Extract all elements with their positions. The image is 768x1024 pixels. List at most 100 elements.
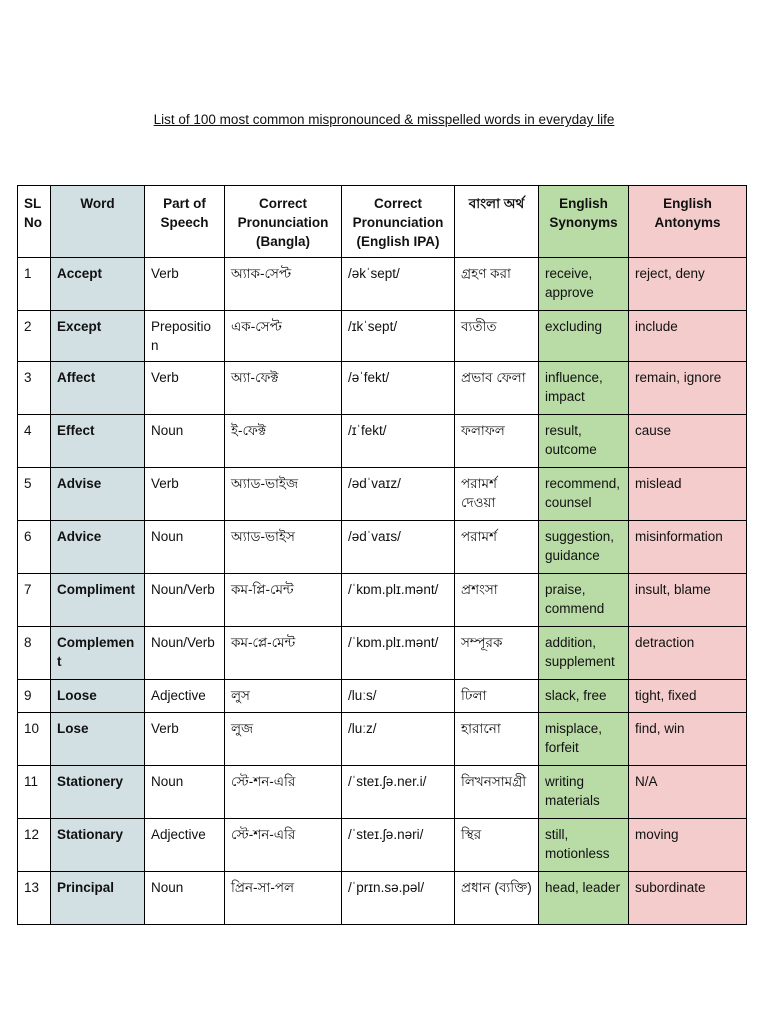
cell-word: Loose — [50, 679, 145, 713]
cell-word: Principal — [50, 871, 145, 925]
cell-pronunciation-bangla: লুজ — [224, 712, 342, 766]
cell-synonyms: misplace, forfeit — [538, 712, 629, 766]
cell-antonyms: cause — [628, 414, 747, 468]
cell-part-of-speech: Adjective — [144, 818, 225, 872]
table-header-row: SL No Word Part of Speech Correct Pronun… — [17, 185, 747, 258]
cell-word: Effect — [50, 414, 145, 468]
cell-word: Advice — [50, 520, 145, 574]
cell-synonyms: recommend, counsel — [538, 467, 629, 521]
cell-sl-no: 13 — [17, 871, 51, 925]
cell-part-of-speech: Noun — [144, 871, 225, 925]
cell-pronunciation-bangla: অ্যাড-ভাইজ — [224, 467, 342, 521]
cell-antonyms: include — [628, 310, 747, 362]
cell-pronunciation-ipa: /ˈkɒm.plɪ.mənt/ — [341, 573, 455, 627]
cell-part-of-speech: Verb — [144, 467, 225, 521]
cell-word: Stationary — [50, 818, 145, 872]
cell-part-of-speech: Noun — [144, 765, 225, 819]
table-row: 4 Effect Noun ই-ফেক্ট/ɪˈfekt/ফলাফল result, o… — [17, 414, 747, 468]
cell-word: Accept — [50, 257, 145, 311]
cell-sl-no: 10 — [17, 712, 51, 766]
cell-word: Except — [50, 310, 145, 362]
table-row: 11 Stationery Noun স্টে-শন-এরি/ˈsteɪ.ʃə.ner… — [17, 765, 747, 819]
cell-word: Advise — [50, 467, 145, 521]
cell-part-of-speech: Verb — [144, 361, 225, 415]
cell-sl-no: 1 — [17, 257, 51, 311]
cell-synonyms: result, outcome — [538, 414, 629, 468]
cell-word: Affect — [50, 361, 145, 415]
cell-pronunciation-ipa: /ˈprɪn.sə.pəl/ — [341, 871, 455, 925]
cell-bangla-meaning: ব্যতীত — [454, 310, 539, 362]
cell-bangla-meaning: পরামর্শ — [454, 520, 539, 574]
table-row: 2 Except Preposition এক-সেপ্ট/ɪkˈsept/ব্যতী… — [17, 310, 747, 362]
cell-bangla-meaning: হারানো — [454, 712, 539, 766]
cell-bangla-meaning: প্রশংসা — [454, 573, 539, 627]
cell-part-of-speech: Verb — [144, 712, 225, 766]
cell-synonyms: slack, free — [538, 679, 629, 713]
cell-synonyms: receive, approve — [538, 257, 629, 311]
cell-pronunciation-ipa: /əˈfekt/ — [341, 361, 455, 415]
header-pronunciation-bangla: Correct Pronunciation (Bangla) — [224, 185, 342, 258]
cell-pronunciation-bangla: অ্যাড-ভাইস — [224, 520, 342, 574]
cell-antonyms: misinformation — [628, 520, 747, 574]
cell-synonyms: influence, impact — [538, 361, 629, 415]
cell-bangla-meaning: স্থির — [454, 818, 539, 872]
cell-pronunciation-ipa: /ˈkɒm.plɪ.mənt/ — [341, 626, 455, 680]
cell-bangla-meaning: ফলাফল — [454, 414, 539, 468]
cell-pronunciation-bangla: কম-প্লি-মেন্ট — [224, 573, 342, 627]
cell-pronunciation-ipa: /ədˈvaɪz/ — [341, 467, 455, 521]
table-row: 5 Advise Verb অ্যাড-ভাইজ/ədˈvaɪz/পরামর্শ দে… — [17, 467, 747, 521]
cell-sl-no: 2 — [17, 310, 51, 362]
cell-pronunciation-bangla: অ্যা-ফেক্ট — [224, 361, 342, 415]
cell-pronunciation-bangla: কম-প্লে-মেন্ট — [224, 626, 342, 680]
table-row: 7 Compliment Noun/Verb কম-প্লি-মেন্ট/ˈkɒm.p… — [17, 573, 747, 627]
header-word: Word — [50, 185, 145, 258]
cell-pronunciation-ipa: /ˈsteɪ.ʃə.ner.i/ — [341, 765, 455, 819]
header-sl-no: SL No — [17, 185, 51, 258]
cell-pronunciation-bangla: প্রিন-সা-পল — [224, 871, 342, 925]
cell-synonyms: addition, supplement — [538, 626, 629, 680]
cell-antonyms: detraction — [628, 626, 747, 680]
cell-synonyms: praise, commend — [538, 573, 629, 627]
cell-antonyms: find, win — [628, 712, 747, 766]
cell-sl-no: 11 — [17, 765, 51, 819]
table-row: 3 Affect Verb অ্যা-ফেক্ট/əˈfekt/প্রভাব ফেলা… — [17, 361, 747, 415]
table-row: 6 Advice Noun অ্যাড-ভাইস/ədˈvaɪs/পরামর্শ sug… — [17, 520, 747, 574]
cell-sl-no: 4 — [17, 414, 51, 468]
cell-sl-no: 6 — [17, 520, 51, 574]
cell-part-of-speech: Noun/Verb — [144, 626, 225, 680]
cell-part-of-speech: Noun — [144, 520, 225, 574]
cell-bangla-meaning: গ্রহণ করা — [454, 257, 539, 311]
cell-word: Compliment — [50, 573, 145, 627]
cell-bangla-meaning: প্রভাব ফেলা — [454, 361, 539, 415]
cell-sl-no: 5 — [17, 467, 51, 521]
cell-pronunciation-ipa: /ˈsteɪ.ʃə.nəri/ — [341, 818, 455, 872]
table-row: 9 Loose Adjective লুস/luːs/ঢিলা slack, free t… — [17, 679, 747, 713]
cell-synonyms: excluding — [538, 310, 629, 362]
cell-bangla-meaning: লিখনসামগ্রী — [454, 765, 539, 819]
cell-antonyms: tight, fixed — [628, 679, 747, 713]
table-row: 10 Lose Verb লুজ/luːz/হারানো misplace, forfe… — [17, 712, 747, 766]
cell-antonyms: mislead — [628, 467, 747, 521]
cell-bangla-meaning: সম্পূরক — [454, 626, 539, 680]
document-title: List of 100 most common mispronounced & … — [153, 112, 615, 127]
cell-pronunciation-bangla: লুস — [224, 679, 342, 713]
cell-sl-no: 8 — [17, 626, 51, 680]
cell-pronunciation-ipa: /ədˈvaɪs/ — [341, 520, 455, 574]
cell-antonyms: remain, ignore — [628, 361, 747, 415]
table-row: 12 Stationary Adjective স্টে-শন-এরি/ˈsteɪ.ʃ… — [17, 818, 747, 872]
cell-part-of-speech: Preposition — [144, 310, 225, 362]
cell-part-of-speech: Noun/Verb — [144, 573, 225, 627]
header-bangla-meaning: বাংলা অর্থ — [454, 185, 539, 258]
cell-pronunciation-ipa: /luːz/ — [341, 712, 455, 766]
cell-pronunciation-ipa: /luːs/ — [341, 679, 455, 713]
cell-pronunciation-bangla: ই-ফেক্ট — [224, 414, 342, 468]
cell-part-of-speech: Noun — [144, 414, 225, 468]
cell-part-of-speech: Verb — [144, 257, 225, 311]
cell-antonyms: reject, deny — [628, 257, 747, 311]
cell-word: Complement — [50, 626, 145, 680]
cell-antonyms: moving — [628, 818, 747, 872]
cell-synonyms: still, motionless — [538, 818, 629, 872]
table-body: 1 Accept Verb অ্যাক-সেপ্ট/əkˈsept/গ্রহণ করা… — [17, 257, 747, 925]
cell-synonyms: suggestion, guidance — [538, 520, 629, 574]
cell-pronunciation-ipa: /ɪkˈsept/ — [341, 310, 455, 362]
